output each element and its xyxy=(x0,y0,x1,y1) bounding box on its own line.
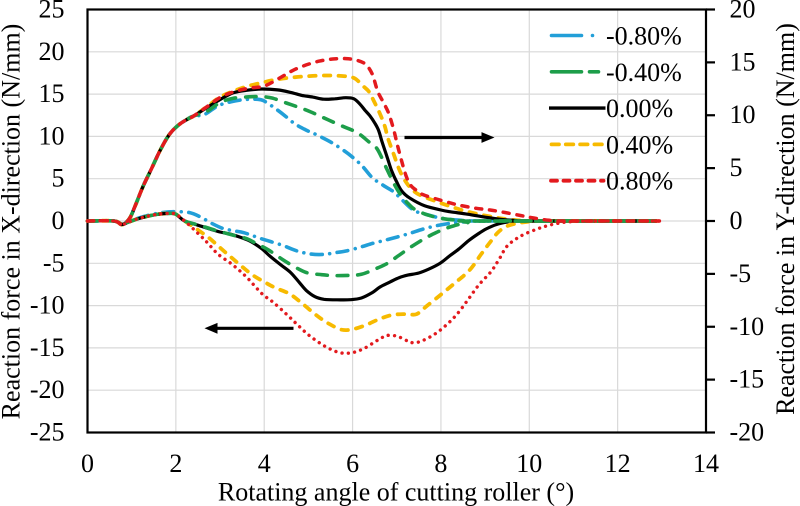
svg-text:10: 10 xyxy=(516,449,542,478)
svg-text:0: 0 xyxy=(730,206,743,235)
svg-text:0.00%: 0.00% xyxy=(606,94,673,123)
svg-text:8: 8 xyxy=(434,449,447,478)
svg-text:0.80%: 0.80% xyxy=(606,167,673,196)
svg-text:4: 4 xyxy=(258,449,271,478)
svg-text:5: 5 xyxy=(730,153,743,182)
svg-text:15: 15 xyxy=(39,79,65,108)
svg-text:Rotating angle of cutting roll: Rotating angle of cutting roller (°) xyxy=(218,477,574,506)
svg-text:-10: -10 xyxy=(30,291,65,320)
svg-text:14: 14 xyxy=(693,449,719,478)
svg-text:10: 10 xyxy=(730,100,756,129)
svg-text:Reaction force in Y-direction: Reaction force in Y-direction (N/mm) xyxy=(771,23,800,415)
svg-text:-15: -15 xyxy=(730,365,765,394)
svg-text:-0.80%: -0.80% xyxy=(606,22,682,51)
svg-text:6: 6 xyxy=(346,449,359,478)
svg-text:-10: -10 xyxy=(730,312,765,341)
svg-text:25: 25 xyxy=(39,0,65,24)
svg-text:12: 12 xyxy=(605,449,631,478)
svg-text:0: 0 xyxy=(52,206,65,235)
svg-text:-5: -5 xyxy=(43,248,65,277)
svg-text:15: 15 xyxy=(730,47,756,76)
svg-text:-25: -25 xyxy=(30,418,65,447)
svg-text:-20: -20 xyxy=(730,418,765,447)
svg-text:2: 2 xyxy=(169,449,182,478)
svg-text:-5: -5 xyxy=(730,259,752,288)
svg-text:10: 10 xyxy=(39,121,65,150)
svg-text:-0.40%: -0.40% xyxy=(606,58,682,87)
svg-text:Reaction force in X-direction: Reaction force in X-direction (N/mm) xyxy=(0,24,26,420)
svg-text:20: 20 xyxy=(39,37,65,66)
svg-text:-15: -15 xyxy=(30,333,65,362)
svg-text:-20: -20 xyxy=(30,375,65,404)
svg-text:0.40%: 0.40% xyxy=(606,130,673,159)
svg-text:20: 20 xyxy=(730,0,756,24)
svg-text:0: 0 xyxy=(81,449,94,478)
svg-text:5: 5 xyxy=(52,164,65,193)
